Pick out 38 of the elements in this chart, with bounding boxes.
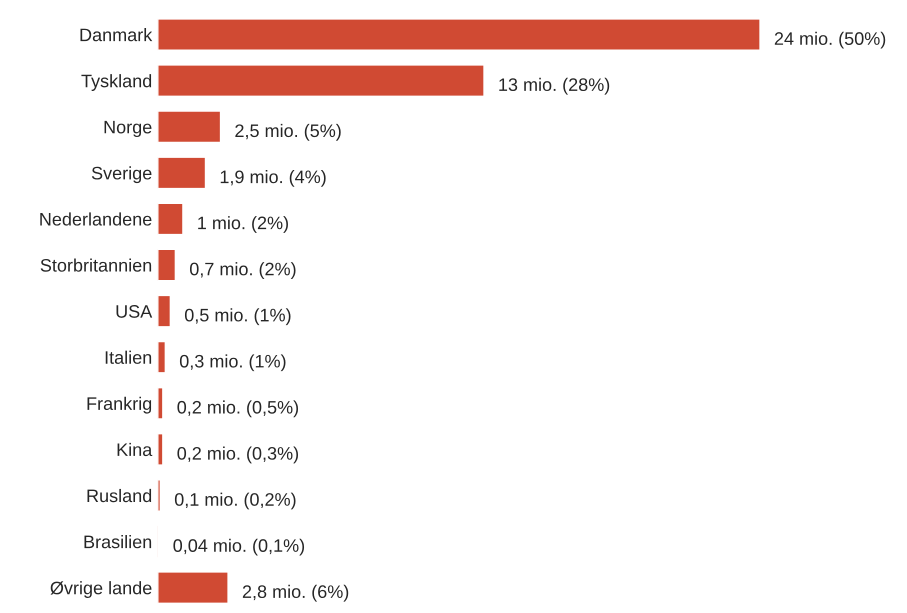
data-label: 0,7 mio. (2%) (190, 262, 296, 279)
bar (158, 479, 162, 512)
data-label: 0,2 mio. (0,3%) (177, 446, 298, 464)
y-tick-label: Øvrige lande (50, 581, 152, 598)
y-tick-label: Brasilien (84, 535, 152, 548)
bar (158, 156, 206, 190)
data-label: 2,5 mio. (5%) (235, 124, 341, 141)
y-tick-label: Frankrig (88, 396, 152, 414)
bar (158, 18, 761, 51)
y-tick-label: USA (116, 305, 152, 318)
data-label: 2,8 mio. (6%) (242, 584, 348, 602)
bar (158, 110, 222, 144)
data-label: 0,3 mio. (1%) (180, 354, 286, 372)
y-tick-label: Storbritannien (40, 258, 152, 272)
data-label: 1,9 mio. (4%) (220, 170, 326, 187)
data-label: 0,04 mio. (0,1%) (173, 538, 304, 556)
data-label: 1 mio. (2%) (198, 216, 288, 233)
bar (158, 202, 184, 236)
y-tick-label: Rusland (88, 488, 152, 502)
bar (158, 433, 164, 466)
data-label: 0,1 mio. (0,2%) (174, 492, 296, 510)
y-tick-label: Danmark (80, 28, 152, 42)
y-tick-label: Sverige (92, 166, 152, 184)
data-label: 24 mio. (50%) (774, 32, 886, 49)
bar (158, 571, 229, 604)
bar (158, 294, 172, 328)
bar (158, 64, 485, 98)
bar (158, 340, 166, 374)
data-label: 0,5 mio. (1%) (184, 308, 290, 326)
bar (158, 248, 176, 282)
y-tick-label: Tyskland (81, 74, 152, 91)
y-tick-label: Kina (118, 442, 152, 456)
y-tick-label: Nederlandene (40, 212, 152, 226)
y-tick-label: Norge (104, 120, 152, 138)
data-label: 0,2 mio. (0,5%) (177, 400, 298, 418)
y-tick-label: Italien (106, 350, 152, 364)
data-label: 13 mio. (28%) (499, 78, 610, 95)
bar (158, 386, 164, 420)
